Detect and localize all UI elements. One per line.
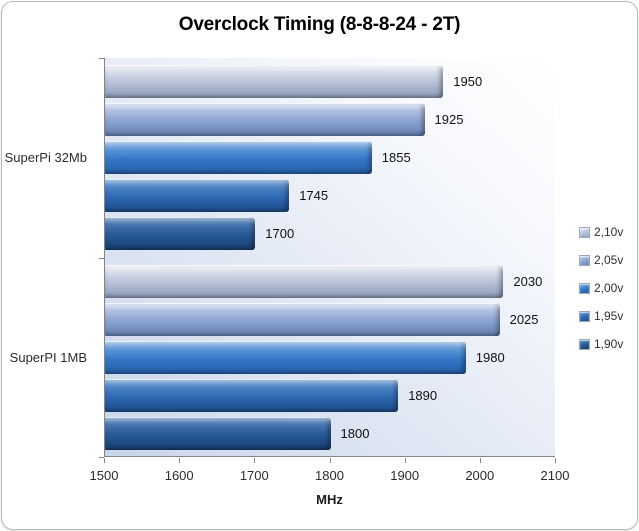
- category-label: SuperPI 1MB: [9, 349, 87, 365]
- legend-label: 2,10v: [594, 225, 624, 239]
- bar-value-label: 1700: [265, 226, 295, 242]
- legend-item: 2,05v: [579, 253, 624, 267]
- plot-area: 1950 1925 1855 1745 1700 2030 2025 1980 1890 1800: [104, 58, 555, 457]
- legend-label: 1,95v: [594, 309, 624, 323]
- bar-row: 1800: [105, 416, 555, 450]
- x-axis-tick: [104, 458, 105, 463]
- legend-item: 2,00v: [579, 281, 624, 295]
- x-axis-tick-label: 1600: [164, 468, 194, 483]
- bar-row: 1700: [105, 217, 555, 251]
- bar-value-label: 2025: [509, 311, 539, 327]
- legend-label: 2,00v: [594, 281, 624, 295]
- x-axis-tick: [404, 458, 406, 463]
- legend-label: 1,90v: [594, 337, 624, 351]
- x-axis-tick: [555, 458, 556, 463]
- x-axis-tick: [179, 458, 181, 463]
- y-axis-tick: [99, 257, 104, 259]
- bar-2,05v-superpi-1mb: [105, 302, 500, 336]
- legend-marker-icon: [579, 226, 590, 238]
- chart-title: Overclock Timing (8-8-8-24 - 2T): [178, 14, 461, 35]
- x-axis-tick-label: 2100: [540, 468, 570, 483]
- bar-row: 1950: [105, 65, 555, 99]
- legend-marker-icon: [579, 254, 590, 266]
- bar-2,10v-superpi-1mb: [105, 264, 504, 298]
- bar-group: 1950 1925 1855 1745 1700: [105, 58, 555, 258]
- bar-value-label: 1890: [408, 387, 438, 403]
- bar-value-label: 1980: [475, 349, 505, 365]
- category-label: SuperPi 32Mb: [4, 150, 87, 166]
- legend-marker-icon: [579, 338, 590, 350]
- bar-2,05v-superpi-32mb: [105, 103, 425, 137]
- bar-value-label: 2030: [513, 273, 543, 289]
- x-axis-tick: [479, 458, 481, 463]
- legend-item: 1,95v: [579, 309, 624, 323]
- bar-value-label: 1800: [340, 425, 370, 441]
- bar-1,95v-superpi-32mb: [105, 179, 290, 213]
- bar-2,00v-superpi-32mb: [105, 141, 372, 175]
- bar-row: 1980: [105, 340, 555, 374]
- x-axis-tick-label: 2000: [465, 468, 495, 483]
- bar-1,90v-superpi-32mb: [105, 217, 256, 251]
- bar-row: 2030: [105, 264, 555, 298]
- bar-row: 1890: [105, 378, 555, 412]
- x-axis-title: MHz: [316, 492, 343, 507]
- bar-2,10v-superpi-32mb: [105, 65, 444, 99]
- legend: 2,10v 2,05v 2,00v 1,95v 1,90v: [579, 225, 624, 351]
- x-axis-tick-label: 1700: [239, 468, 269, 483]
- x-axis-tick: [329, 458, 331, 463]
- bar-2,00v-superpi-1mb: [105, 340, 466, 374]
- bar-row: 1855: [105, 141, 555, 175]
- legend-marker-icon: [579, 282, 590, 294]
- y-axis-tick: [99, 58, 104, 59]
- bar-value-label: 1925: [434, 112, 464, 128]
- bar-row: 1745: [105, 179, 555, 213]
- x-axis-tick-label: 1800: [315, 468, 344, 483]
- bar-value-label: 1855: [381, 150, 411, 166]
- x-axis-tick-label: 1900: [390, 468, 420, 483]
- legend-marker-icon: [579, 310, 590, 322]
- bar-value-label: 1950: [453, 74, 483, 90]
- legend-label: 2,05v: [594, 253, 624, 267]
- x-axis-tick: [254, 458, 256, 463]
- legend-item: 2,10v: [579, 225, 624, 239]
- bar-row: 2025: [105, 302, 555, 336]
- y-axis-tick: [99, 457, 104, 458]
- bar-1,95v-superpi-1mb: [105, 378, 399, 412]
- x-axis-tick-label: 1500: [89, 468, 119, 483]
- bar-group: 2030 2025 1980 1890 1800: [105, 258, 555, 458]
- bar-value-label: 1745: [299, 188, 329, 204]
- bar-1,90v-superpi-1mb: [105, 416, 331, 450]
- legend-item: 1,90v: [579, 337, 624, 351]
- bar-row: 1925: [105, 103, 555, 137]
